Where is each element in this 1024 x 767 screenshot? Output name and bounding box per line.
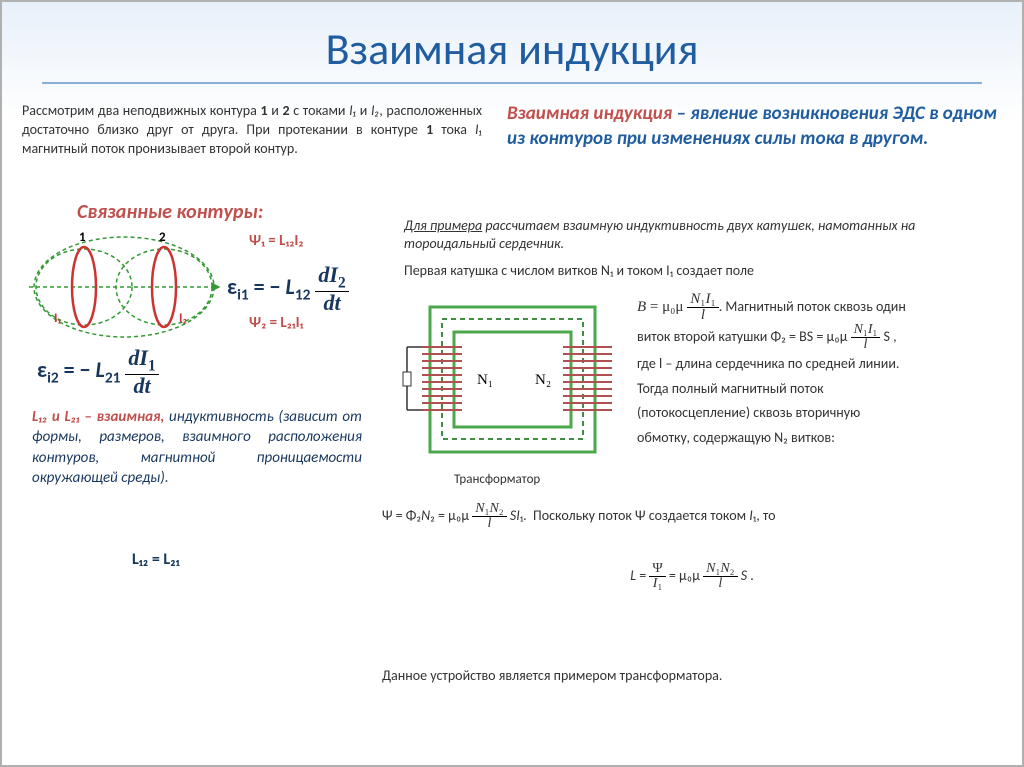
inductance-formula: L = ΨI₁ = μ₀μ N₁N₂l S . [382,562,1002,591]
definition-paragraph: Взаимная индукция – явление возникновени… [507,102,1002,151]
coupled-coils-diagram: 1 2 I₁ I₂ [24,227,224,342]
symmetry-equation: L₁₂ = L₂₁ [132,550,180,569]
example-intro: Для примера рассчитаем взаимную индуктив… [404,217,1004,253]
transformer-diagram: N₁ N₂ [402,292,622,467]
r-l4: Тогда полный магнитный поток [637,380,824,397]
svg-text:I₁: I₁ [54,311,61,326]
r-l5: (потокосцепление) сквозь вторичную [637,404,860,421]
svg-text:N₁: N₁ [477,372,493,388]
intro-left-paragraph: Рассмотрим два неподвижных контура 1 и 2… [22,102,482,159]
r-l6: обмотку, содержащую N₂ витков: [637,429,835,446]
linked-contours-heading: Связанные контуры: [77,200,263,224]
svg-text:2: 2 [159,230,166,245]
r-l2a: виток второй катушки Φ₂ = BS = μ₀μ [637,328,847,345]
flux-linkage-formula: Ψ = Φ₂N₂ = μ₀μ N₁N₂l SI₁. Поскольку пото… [382,502,1002,531]
r-l1: . Магнитный поток сквозь один [719,298,906,315]
coil1-field-line: Первая катушка с числом витков N₁ и токо… [404,262,1004,279]
r-l3: где l – длина сердечника по средней лини… [637,355,899,372]
closing-sentence: Данное устройство является примером тран… [382,667,1002,684]
formula-eps-i2: εi2 = − L21 dI1dt [37,347,159,397]
page-title: Взаимная индукция [2,22,1022,76]
svg-text:I₂: I₂ [179,311,187,326]
formula-eps-i1: εi1 = − L12 dI2dt [227,264,349,314]
title-underline [42,82,982,84]
svg-text:1: 1 [79,230,86,245]
note-lead: L₁₂ и L₂₁ – взаимная, [32,408,164,426]
mutual-inductance-note: L₁₂ и L₂₁ – взаимная, индуктивность (зав… [32,407,362,488]
definition-term: Взаимная индукция [507,102,672,125]
r-l2b: S , [884,328,897,345]
formula-psi2: Ψ₂ = L₂₁I₁ [249,314,303,332]
right-derivation-text: B = μ₀μ N₁I₁l. Магнитный поток сквозь од… [637,292,1007,450]
svg-text:N₂: N₂ [535,372,551,388]
transformer-caption: Трансформатор [454,472,540,487]
formula-psi1: Ψ₁ = L₁₂I₂ [249,232,303,250]
